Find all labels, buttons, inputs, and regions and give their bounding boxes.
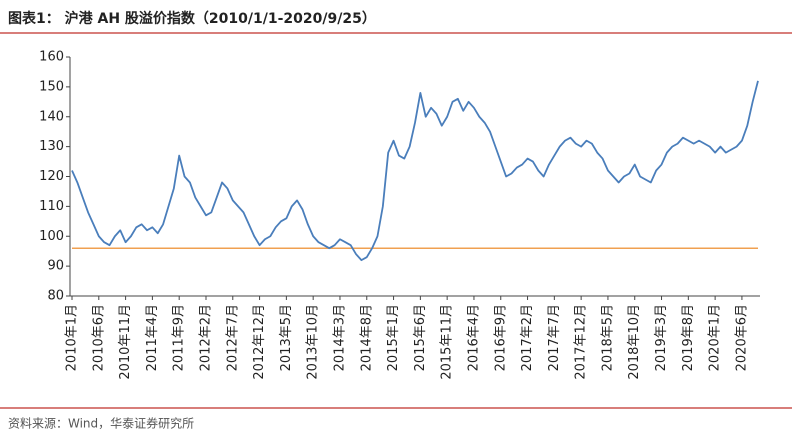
y-tick-label: 130 — [39, 139, 64, 154]
x-tick-label: 2016年9月 — [493, 304, 508, 371]
chart-title: 图表1： 沪港 AH 股溢价指数（2010/1/1-2020/9/25） — [8, 10, 376, 27]
x-tick-label: 2010年11月 — [118, 304, 133, 380]
x-tick-label: 2016年4月 — [466, 304, 481, 371]
x-tick-label: 2018年5月 — [600, 304, 615, 371]
x-tick-label: 2010年1月 — [65, 304, 80, 371]
x-tick-label: 2011年4月 — [145, 304, 160, 371]
x-tick-label: 2012年7月 — [225, 304, 240, 371]
y-tick-label: 150 — [39, 79, 64, 94]
x-tick-label: 2019年3月 — [654, 304, 669, 371]
y-tick-label: 120 — [39, 169, 64, 184]
line-series — [71, 80, 759, 262]
x-tick-label: 2011年9月 — [172, 304, 187, 371]
y-tick-label: 140 — [39, 109, 64, 124]
x-tick-label: 2013年10月 — [306, 304, 321, 380]
x-tick-label: 2012年12月 — [252, 304, 267, 380]
x-tick-label: 2014年8月 — [359, 304, 374, 371]
x-tick-label: 2017年2月 — [520, 304, 535, 371]
x-tick-label: 2015年6月 — [413, 304, 428, 371]
x-tick-label: 2018年10月 — [627, 304, 642, 380]
y-tick-label: 80 — [47, 289, 64, 304]
x-tick-label: 2020年6月 — [734, 304, 749, 371]
x-tick-label: 2017年7月 — [547, 304, 562, 371]
x-tick-label: 2017年12月 — [574, 304, 589, 380]
x-tick-label: 2019年8月 — [681, 304, 696, 371]
x-tick-label: 2012年2月 — [198, 304, 213, 371]
source: 资料来源：Wind，华泰证券研究所 — [8, 416, 194, 431]
y-tick-label: 90 — [47, 259, 64, 274]
y-tick-label: 160 — [39, 50, 64, 65]
x-tick-label: 2015年11月 — [440, 304, 455, 380]
x-tick-label: 2015年1月 — [386, 304, 401, 371]
y-tick-label: 110 — [39, 199, 64, 214]
x-tick-label: 2010年6月 — [91, 304, 106, 371]
y-tick-label: 100 — [39, 229, 64, 244]
x-tick-label: 2020年1月 — [708, 304, 723, 371]
x-tick-label: 2013年5月 — [279, 304, 294, 371]
x-tick-label: 2014年3月 — [332, 304, 347, 371]
